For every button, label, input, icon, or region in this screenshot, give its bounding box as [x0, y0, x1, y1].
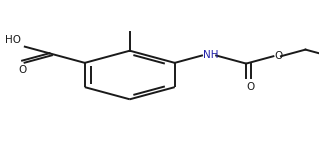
Text: O: O	[246, 82, 254, 92]
Text: NH: NH	[203, 51, 219, 60]
Text: HO: HO	[5, 35, 21, 45]
Text: O: O	[274, 51, 283, 61]
Text: O: O	[18, 65, 27, 75]
